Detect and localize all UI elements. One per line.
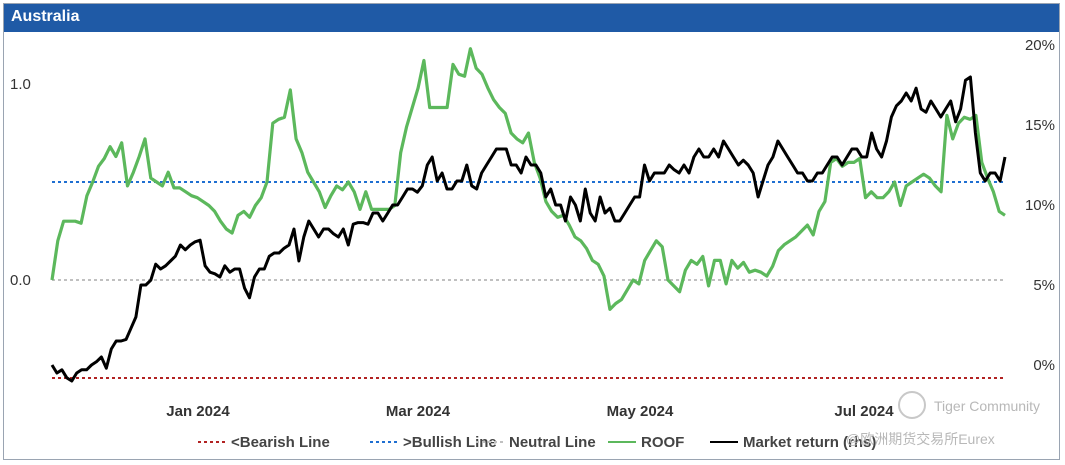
right-tick-label: 5%	[1033, 277, 1055, 294]
left-tick-label: 1.0	[10, 76, 31, 93]
right-tick-label: 0%	[1033, 357, 1055, 374]
tiger-logo-icon	[898, 391, 926, 419]
x-tick-label: May 2024	[607, 403, 674, 420]
watermark: Tiger Community @欧洲期货交易所Eurex	[846, 391, 1040, 447]
legend-label: Market return (rhs)	[743, 434, 876, 451]
x-tick-label: Jul 2024	[834, 403, 894, 420]
roof-line	[50, 47, 1006, 311]
legend: <Bearish Line >Bullish Line Neutral Line RO…	[198, 434, 876, 451]
market-return-line	[50, 75, 1007, 383]
chart-title: Australia	[11, 8, 80, 25]
chart-frame: Australia	[3, 3, 1060, 460]
right-tick-label: 15%	[1025, 117, 1055, 134]
series-lines	[50, 47, 1007, 383]
right-tick-label: 10%	[1025, 197, 1055, 214]
x-tick-label: Jan 2024	[166, 403, 230, 420]
left-tick-label: 0.0	[10, 272, 31, 289]
right-axis: 20% 15% 10% 5% 0%	[1025, 37, 1055, 374]
legend-label: >Bullish Line	[403, 434, 497, 451]
watermark-line1: Tiger Community	[934, 398, 1040, 414]
legend-label: Neutral Line	[509, 434, 596, 451]
legend-label: ROOF	[641, 434, 684, 451]
legend-label: <Bearish Line	[231, 434, 330, 451]
x-tick-label: Mar 2024	[386, 403, 451, 420]
reference-lines	[52, 181, 1005, 379]
left-axis: 1.0 0.0	[10, 76, 31, 289]
title-bar: Australia	[4, 4, 1059, 32]
watermark-line2: @欧洲期货交易所Eurex	[846, 431, 995, 447]
x-axis: Jan 2024 Mar 2024 May 2024 Jul 2024	[166, 403, 894, 420]
right-tick-label: 20%	[1025, 37, 1055, 54]
